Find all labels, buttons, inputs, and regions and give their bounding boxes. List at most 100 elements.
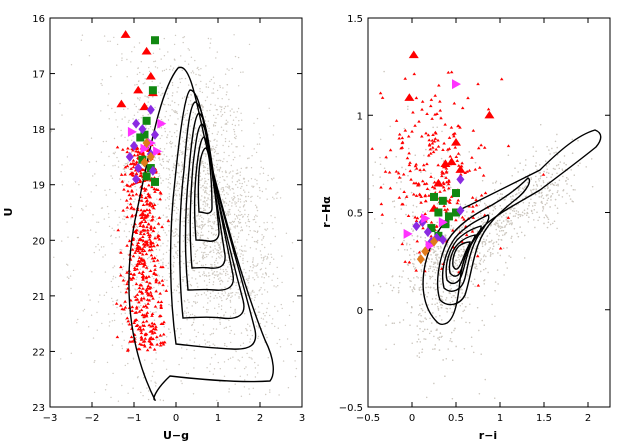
bg-point	[169, 115, 171, 117]
small-triangle	[145, 243, 150, 247]
bg-point	[364, 167, 365, 168]
bg-point	[66, 276, 69, 278]
small-triangle	[147, 237, 152, 241]
bg-point	[98, 249, 101, 251]
bg-point	[484, 241, 486, 243]
bg-point	[230, 164, 232, 167]
bg-point	[154, 66, 157, 68]
bg-point	[94, 173, 96, 175]
small-triangle	[149, 324, 153, 328]
bg-point	[147, 219, 149, 222]
bg-point	[224, 170, 227, 172]
bg-point	[398, 290, 400, 292]
bg-point	[125, 236, 128, 238]
bg-point	[230, 329, 232, 332]
bg-point	[203, 186, 205, 188]
bg-point	[358, 272, 359, 273]
bg-point	[177, 118, 179, 120]
bg-point	[182, 152, 184, 155]
bg-point	[223, 151, 225, 154]
bg-point	[120, 129, 122, 132]
bg-point	[260, 166, 262, 168]
bg-point	[140, 117, 142, 119]
bg-point	[428, 258, 430, 260]
bg-point	[202, 184, 204, 187]
bg-point	[400, 222, 402, 225]
bg-point	[178, 154, 181, 156]
bg-point	[121, 345, 123, 347]
bg-point	[242, 215, 244, 217]
small-triangle	[150, 215, 155, 218]
bg-point	[189, 190, 191, 193]
bg-point	[198, 225, 201, 227]
bg-point	[195, 262, 197, 264]
bg-point	[166, 167, 168, 169]
bg-point	[219, 318, 221, 321]
bg-point	[168, 272, 171, 275]
small-triangle	[145, 149, 150, 153]
bg-point	[249, 247, 252, 249]
bg-point	[210, 357, 213, 359]
bg-point	[184, 310, 186, 312]
bg-point	[105, 194, 108, 196]
bg-point	[122, 275, 124, 278]
bg-point	[134, 247, 136, 249]
bg-point	[173, 173, 175, 175]
small-triangle	[153, 236, 157, 240]
bg-point	[203, 182, 206, 184]
small-triangle	[141, 168, 145, 172]
bg-point	[176, 112, 178, 115]
bg-point	[202, 201, 204, 203]
bg-point	[189, 134, 192, 136]
bg-point	[193, 235, 195, 237]
bg-point	[447, 151, 449, 153]
bg-point	[253, 279, 256, 281]
small-triangle	[150, 185, 154, 189]
small-triangle	[121, 278, 126, 282]
bg-point	[511, 222, 513, 224]
bg-point	[202, 252, 205, 254]
bg-point	[114, 111, 116, 114]
bg-point	[193, 319, 195, 321]
bg-point	[242, 342, 245, 344]
bg-point	[223, 107, 225, 110]
bg-point	[233, 281, 236, 283]
bg-point	[221, 227, 223, 229]
bg-point	[235, 137, 237, 140]
bg-point	[127, 161, 129, 163]
bg-point	[211, 256, 213, 258]
bg-point	[256, 272, 258, 274]
bg-point	[153, 371, 155, 373]
bg-point	[206, 96, 208, 98]
bg-point	[258, 311, 261, 313]
bg-point	[473, 263, 476, 265]
bg-point	[437, 306, 439, 308]
small-triangle	[149, 226, 153, 229]
bg-point	[189, 148, 191, 150]
bg-point	[160, 182, 162, 184]
bg-point	[93, 251, 96, 254]
small-triangle	[148, 330, 153, 333]
bg-point	[219, 105, 221, 108]
bg-point	[207, 86, 210, 89]
bg-point	[178, 187, 181, 190]
bg-point	[540, 124, 542, 126]
small-triangle	[137, 300, 141, 304]
bg-point	[499, 205, 501, 207]
small-triangle	[151, 296, 155, 300]
bg-point	[513, 208, 515, 210]
bg-point	[231, 67, 233, 70]
bg-point	[151, 275, 153, 277]
bg-point	[241, 130, 243, 132]
bg-point	[206, 187, 208, 189]
bg-point	[255, 321, 257, 323]
bg-point	[531, 210, 533, 213]
bg-point	[175, 246, 177, 248]
bg-point	[176, 181, 179, 183]
bg-point	[167, 178, 169, 181]
small-triangle	[143, 332, 148, 336]
bg-point	[172, 92, 174, 94]
bg-point	[188, 195, 190, 197]
bg-point	[189, 169, 192, 171]
bg-point	[116, 43, 119, 46]
